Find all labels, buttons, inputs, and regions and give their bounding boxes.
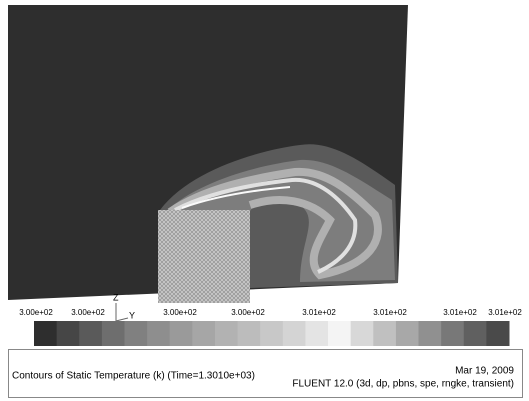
colorbar: 3.00e+02 3.00e+02 3.00e+02 3.00e+02 3.01e+02… [19, 308, 522, 346]
colorbar-label: 3.01e+02 [302, 308, 336, 317]
colorbar-swatch [56, 321, 80, 346]
caption-date: Mar 19, 2009 [455, 366, 514, 377]
colorbar-swatch [237, 321, 261, 346]
colorbar-label: 3.01e+02 [373, 308, 407, 317]
contour-plot [8, 5, 408, 303]
colorbar-swatch [79, 321, 103, 346]
colorbar-swatch [260, 321, 284, 346]
colorbar-swatch [305, 321, 329, 346]
colorbar-swatch [328, 321, 352, 346]
colorbar-swatch [101, 321, 125, 346]
colorbar-swatch [463, 321, 487, 346]
colorbar-swatch [192, 321, 216, 346]
colorbar-swatch [34, 321, 58, 346]
colorbar-label: 3.01e+02 [443, 308, 477, 317]
colorbar-swatch [350, 321, 374, 346]
caption-solver: FLUENT 12.0 (3d, dp, pbns, spe, rngke, t… [292, 379, 514, 390]
colorbar-label: 3.01e+02 [488, 308, 522, 317]
caption-box [8, 349, 523, 398]
colorbar-label: 3.00e+02 [71, 308, 105, 317]
colorbar-swatch [486, 321, 510, 346]
colorbar-label: 3.00e+02 [163, 308, 197, 317]
colorbar-label: 3.00e+02 [231, 308, 265, 317]
colorbar-swatch [441, 321, 465, 346]
axis-label: Z [113, 292, 119, 302]
axis-label: Y [129, 310, 135, 320]
colorbar-swatch [169, 321, 193, 346]
colorbar-swatch [282, 321, 306, 346]
colorbar-swatch [418, 321, 442, 346]
caption-title: Contours of Static Temperature (k) (Time… [12, 371, 255, 382]
colorbar-swatch [124, 321, 148, 346]
colorbar-swatch [395, 321, 420, 346]
colorbar-swatch [373, 321, 397, 346]
colorbar-swatch [214, 321, 239, 346]
colorbar-swatch [147, 321, 171, 346]
colorbar-label: 3.00e+02 [19, 308, 53, 317]
